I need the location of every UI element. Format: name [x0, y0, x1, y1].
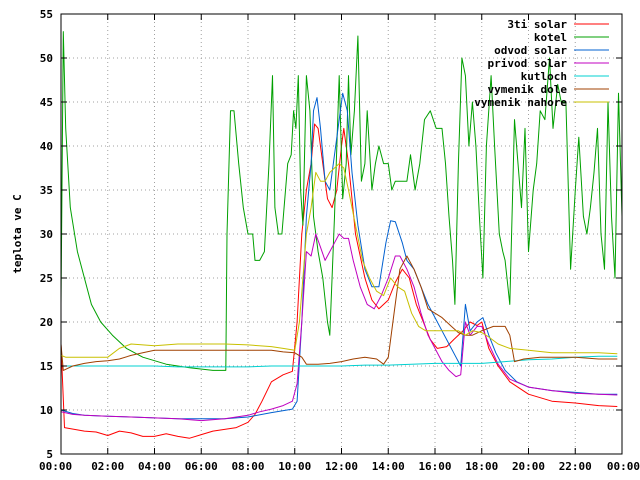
series-group [60, 31, 623, 439]
legend-label: kotel [534, 31, 567, 44]
series-line-kutloch [61, 355, 618, 368]
legend-label: 3ti solar [507, 18, 567, 31]
y-axis-label: teplota ve C [11, 194, 24, 273]
series-line-odvod-solar [60, 92, 618, 420]
x-tick-label: 04:00 [138, 460, 171, 473]
legend-label: vymenik nahore [474, 96, 567, 109]
x-tick-label: 12:00 [325, 460, 358, 473]
legend-label: odvod solar [494, 44, 567, 57]
x-tick-label: 10:00 [278, 460, 311, 473]
legend-label: privod solar [488, 57, 568, 70]
y-axis-ticks: 5 10 15 20 25 30 35 40 45 50 55 [40, 8, 622, 461]
y-tick-label: 50 [40, 52, 53, 65]
series-line-vymenik-dole [60, 255, 618, 371]
y-tick-label: 5 [46, 448, 53, 461]
x-tick-label: 06:00 [185, 460, 218, 473]
series-line-3ti-solar [60, 123, 618, 439]
y-tick-label: 55 [40, 8, 53, 21]
y-tick-label: 45 [40, 96, 53, 109]
x-tick-label: 08:00 [231, 460, 264, 473]
y-tick-label: 30 [40, 228, 53, 241]
series-line-vymenik-nahore [60, 163, 618, 358]
y-tick-label: 20 [40, 316, 53, 329]
x-tick-label: 00:00 [39, 460, 72, 473]
x-tick-label: 22:00 [559, 460, 592, 473]
y-tick-label: 40 [40, 140, 53, 153]
y-tick-label: 35 [40, 184, 53, 197]
x-tick-label: 00:00 [607, 460, 640, 473]
y-tick-label: 25 [40, 272, 53, 285]
x-axis-ticks: 00:00 02:00 04:00 06:00 08:00 10:00 12:00 14:00… [39, 14, 640, 473]
series-line-privod-solar [60, 233, 618, 422]
legend-label: kutloch [521, 70, 567, 83]
x-tick-label: 18:00 [465, 460, 498, 473]
y-tick-label: 15 [40, 360, 53, 373]
x-tick-label: 16:00 [418, 460, 451, 473]
x-tick-label: 02:00 [91, 460, 124, 473]
series-line-kotel [60, 31, 623, 371]
y-tick-label: 10 [40, 404, 53, 417]
x-tick-label: 14:00 [372, 460, 405, 473]
legend-label: vymenik dole [488, 83, 568, 96]
x-tick-label: 20:00 [512, 460, 545, 473]
